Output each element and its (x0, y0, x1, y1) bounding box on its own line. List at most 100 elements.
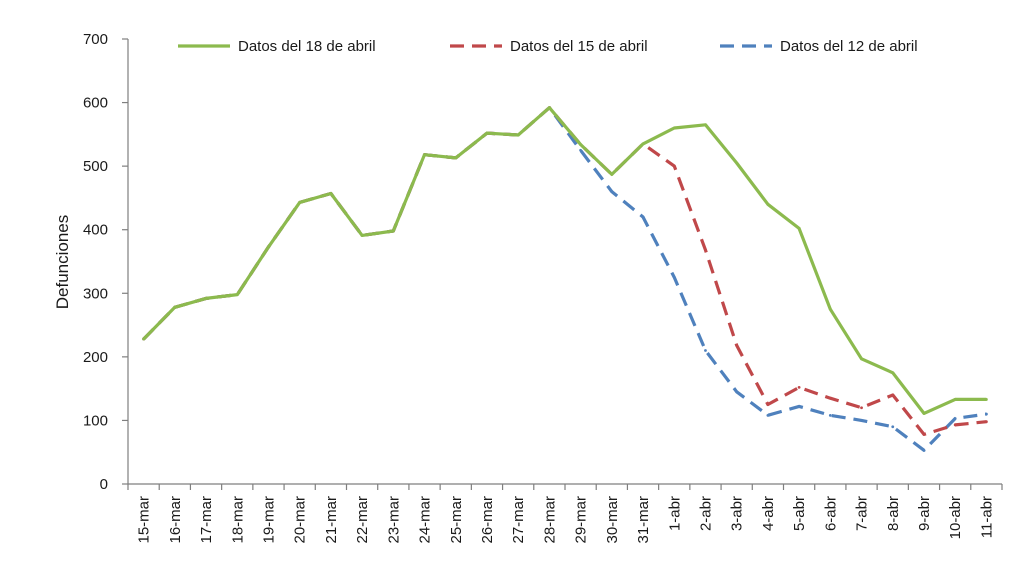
data-point (735, 344, 739, 347)
series-line (142, 106, 987, 436)
data-point (735, 161, 739, 165)
data-point (922, 433, 926, 436)
y-tick-label: 400 (83, 222, 108, 239)
data-point (704, 349, 707, 352)
x-tick-label: 2-abr (697, 496, 714, 531)
y-tick-label: 200 (83, 349, 108, 366)
x-tick-label: 10-abr (947, 496, 964, 539)
data-point (235, 293, 239, 296)
x-tick-label: 28-mar (541, 496, 558, 544)
axes (122, 38, 1003, 490)
data-point (984, 420, 988, 424)
y-axis-title: Defunciones (53, 215, 72, 310)
data-point (797, 405, 801, 408)
x-tick-label: 27-mar (510, 496, 527, 544)
data-point (797, 385, 801, 389)
data-point (610, 190, 614, 193)
data-point (360, 234, 364, 237)
x-tick-label: 8-abr (885, 496, 902, 531)
x-tick-label: 20-mar (292, 496, 309, 544)
y-tick-label: 500 (83, 158, 108, 175)
data-point (672, 126, 676, 130)
x-tick-label: 1-abr (666, 496, 683, 531)
legend-label: Datos del 12 de abril (780, 38, 918, 55)
data-point (953, 423, 957, 427)
data-point (766, 202, 770, 206)
legend-label: Datos del 18 de abril (238, 38, 376, 55)
x-tick-label: 7-abr (854, 496, 871, 531)
data-point (735, 390, 739, 394)
x-tick-label: 25-mar (448, 496, 465, 544)
data-point (672, 164, 676, 168)
data-point (984, 412, 988, 416)
data-point (922, 448, 926, 452)
data-point (704, 248, 707, 252)
data-point (828, 413, 832, 417)
series-line (142, 106, 987, 415)
data-point (891, 425, 895, 429)
data-point (672, 275, 676, 279)
x-tick-label: 17-mar (198, 496, 215, 544)
data-point (891, 393, 895, 397)
data-point (391, 229, 395, 233)
y-tick-label: 100 (83, 412, 108, 429)
data-point (704, 123, 707, 127)
x-tick-label: 15-mar (136, 496, 153, 544)
series-lines (142, 106, 988, 452)
data-point (860, 419, 863, 422)
x-tick-label: 9-abr (916, 496, 933, 531)
x-tick-label: 30-mar (604, 496, 621, 544)
x-tick-label: 4-abr (760, 496, 777, 531)
y-tick-label: 300 (83, 285, 108, 302)
data-point (766, 403, 770, 406)
legend: Datos del 18 de abril Datos del 15 de abr… (178, 38, 918, 55)
data-point (423, 153, 426, 157)
data-point (953, 398, 957, 401)
y-tick-label: 600 (83, 95, 108, 112)
x-tick-label: 11-abr (978, 496, 995, 538)
data-point (797, 227, 801, 230)
data-point (860, 357, 863, 361)
data-point (828, 396, 832, 400)
data-point (953, 417, 957, 420)
x-tick-label: 22-mar (354, 496, 371, 544)
x-tick-label: 21-mar (323, 496, 340, 544)
x-tick-label: 3-abr (729, 496, 746, 531)
data-point (485, 131, 489, 135)
data-point (766, 413, 770, 417)
x-tick-label: 26-mar (479, 496, 496, 544)
y-tick-label: 700 (83, 31, 108, 48)
data-point (984, 398, 988, 401)
data-point (922, 412, 926, 415)
data-point (610, 173, 614, 176)
x-tick-label: 29-mar (573, 496, 590, 544)
series-line (142, 106, 987, 452)
data-point (579, 143, 583, 146)
data-point (173, 305, 177, 309)
data-point (641, 215, 645, 219)
data-point (298, 200, 302, 204)
data-point (828, 307, 832, 311)
data-point (142, 337, 146, 341)
data-point (641, 142, 645, 146)
data-point (454, 156, 458, 160)
y-tick-label: 0 (100, 476, 108, 493)
data-point (204, 296, 208, 300)
x-tick-label: 19-mar (260, 496, 277, 544)
x-tick-label: 5-abr (791, 496, 808, 531)
data-point (860, 406, 863, 410)
x-tick-label: 18-mar (229, 496, 246, 544)
data-point (547, 106, 551, 110)
x-tick-label: 6-abr (822, 496, 839, 531)
x-tick-labels: 15-mar 16-mar 17-mar 18-mar 19-mar 20-mar 21-m… (136, 496, 996, 544)
legend-label: Datos del 15 de abril (510, 38, 648, 55)
x-tick-label: 31-mar (635, 496, 652, 544)
y-tick-labels: 0 100 200 300 400 500 600 700 (83, 31, 108, 493)
x-tick-label: 24-mar (417, 496, 434, 544)
x-tick-label: 23-mar (385, 496, 402, 544)
data-point (329, 192, 333, 195)
data-point (579, 148, 583, 152)
data-point (891, 371, 895, 375)
x-tick-label: 16-mar (167, 496, 184, 544)
